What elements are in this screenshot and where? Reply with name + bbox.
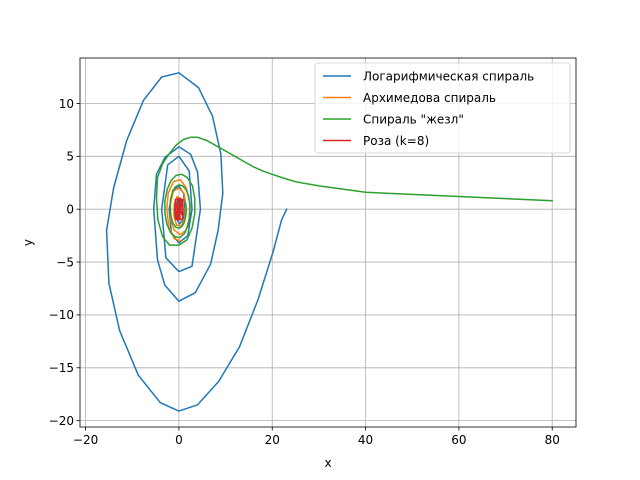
axes-frame	[79, 57, 577, 428]
y-tick-label: −5	[56, 255, 74, 269]
y-tick-label: 10	[59, 97, 74, 111]
y-axis-label: y	[21, 239, 35, 246]
ticks: −20 0 20 40 60 80 −20 −15 −10 −5 0 5 10	[49, 97, 560, 447]
y-tick-label: −10	[49, 308, 74, 322]
series-line-0	[105, 72, 288, 412]
legend-box	[314, 62, 571, 154]
x-tick-label: 60	[451, 433, 466, 447]
x-tick-label: 40	[358, 433, 373, 447]
x-tick-label: 20	[265, 433, 280, 447]
series-line-3	[173, 197, 184, 221]
x-tick-label: −20	[73, 433, 98, 447]
x-axis-label: x	[324, 456, 331, 470]
legend: Логарифмическая спираль Архимедова спирал…	[314, 62, 571, 154]
plot-lines	[105, 72, 553, 412]
x-tick-label: 80	[545, 433, 560, 447]
y-tick-label: 0	[66, 202, 74, 216]
x-tick-label: 0	[175, 433, 183, 447]
y-tick-label: −15	[49, 361, 74, 375]
legend-entry: Спираль "жезл"	[363, 112, 464, 126]
y-tick-label: 5	[66, 150, 74, 164]
legend-entry: Роза (k=8)	[363, 134, 429, 148]
legend-entry: Логарифмическая спираль	[363, 69, 534, 83]
y-tick-label: −20	[49, 414, 74, 428]
legend-entry: Архимедова спираль	[363, 91, 496, 105]
series-line-2	[155, 136, 553, 246]
